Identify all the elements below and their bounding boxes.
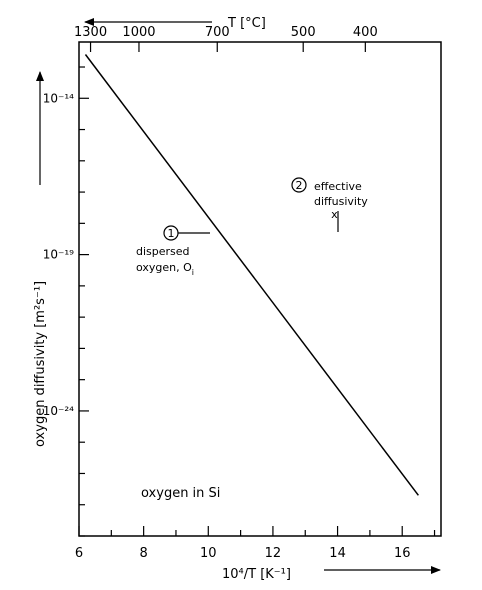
series-line-diffusivity <box>84 54 419 496</box>
top-axis-label: T [°C] <box>227 16 266 31</box>
data-point-effective: x <box>331 208 338 221</box>
x-tick-label: 14 <box>329 546 346 561</box>
annotation-1-line1: dispersed <box>136 245 190 258</box>
annotation-1-line2: oxygen, Oi <box>136 261 194 277</box>
x-axis-label: 10⁴/T [K⁻¹] <box>222 567 291 582</box>
top-tick-label: 500 <box>291 25 316 40</box>
annotation-2-circle <box>291 177 307 193</box>
top-axis-ticks: 1300 1000 700 500 400 <box>74 25 378 52</box>
y-tick-label: 10⁻¹⁴ <box>43 91 74 105</box>
x-axis-ticks: 6 8 10 12 14 16 <box>75 526 436 561</box>
top-tick-label: 1000 <box>122 25 155 40</box>
x-tick-label: 12 <box>265 546 282 561</box>
top-tick-label: 1300 <box>74 25 107 40</box>
x-tick-label: 16 <box>394 546 411 561</box>
annotation-2-line2: diffusivity <box>314 195 368 208</box>
plot-frame <box>78 41 442 537</box>
annotation-2-line1: effective <box>314 180 362 193</box>
y-tick-label: 10⁻²⁴ <box>43 404 74 418</box>
top-tick-label: 700 <box>205 25 230 40</box>
annotation-effective: 2 effective diffusivity x <box>291 177 368 232</box>
chart-note: oxygen in Si <box>141 486 220 501</box>
annotation-2-number: 2 <box>296 179 303 192</box>
x-tick-label: 10 <box>200 546 217 561</box>
x-tick-label: 8 <box>140 546 148 561</box>
y-tick-label: 10⁻¹⁹ <box>43 248 74 262</box>
annotation-dispersed: 1 dispersed oxygen, Oi <box>136 225 210 277</box>
x-tick-label: 6 <box>75 546 83 561</box>
y-axis-ticks: 10⁻¹⁴ 10⁻¹⁹ 10⁻²⁴ <box>43 66 89 537</box>
annotation-1-number: 1 <box>168 227 175 240</box>
annotation-1-subscript: i <box>192 268 194 277</box>
top-tick-label: 400 <box>353 25 378 40</box>
y-axis-label: oxygen diffusivity [m²s⁻¹] <box>33 281 48 447</box>
